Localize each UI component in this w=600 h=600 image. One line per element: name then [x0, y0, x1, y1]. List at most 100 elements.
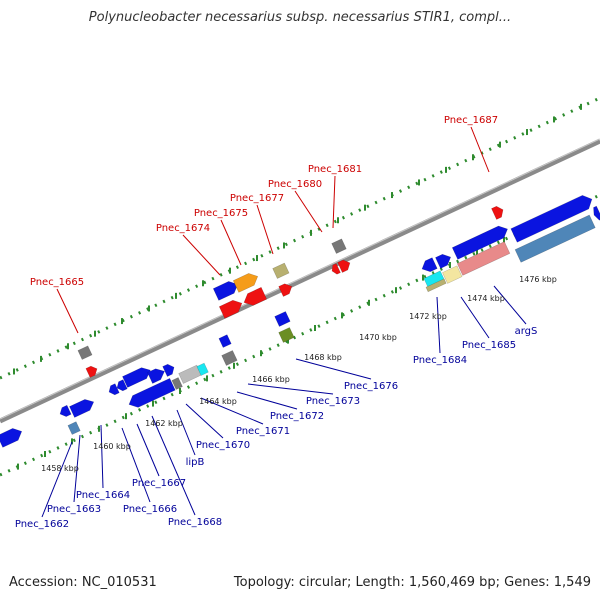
- kbp-tick-marks: [13, 103, 586, 470]
- gene-pnec-1675: [232, 273, 259, 293]
- gene-lipb-shape: [171, 377, 183, 390]
- leader-pnec-1684: [436, 296, 441, 354]
- scale-label-1464-kbp: 1464 kbp: [199, 397, 237, 406]
- label-pnec-1673: Pnec_1673: [306, 396, 360, 407]
- gene-pnec-1685-shape: [456, 241, 511, 276]
- gene-pnec-1680-shape: [331, 238, 347, 254]
- gene-pnec-1676: [278, 327, 295, 343]
- gene-pnec-1671: [196, 362, 209, 376]
- gene-pnec-1680-b: [278, 283, 293, 297]
- backbone-highlight: [0, 138, 600, 420]
- map-title: Polynucleobacter necessarius subsp. nece…: [88, 10, 512, 25]
- label-lipb: lipB: [186, 457, 205, 468]
- label-pnec-1662: Pnec_1662: [15, 519, 69, 530]
- leader-pnec-1663: [73, 434, 81, 503]
- genome-backbone: [0, 138, 600, 424]
- gene-pnec-1680: [331, 238, 347, 254]
- gene-pnec-1671-shape: [196, 362, 209, 376]
- gene-pnec-1667-shape: [147, 368, 165, 384]
- scale-label-1462-kbp: 1462 kbp: [145, 419, 183, 428]
- gene-pnec-1675-b: [218, 300, 243, 319]
- label-pnec-1668: Pnec_1668: [168, 517, 222, 528]
- gene-small-b-shape: [108, 383, 120, 396]
- label-pnec-1675: Pnec_1675: [194, 208, 248, 219]
- gene-pnec-1681: [337, 259, 351, 273]
- gene-pnec-1684-b: [425, 278, 447, 293]
- leader-pnec-1666: [121, 427, 151, 503]
- label-pnec-1670: Pnec_1670: [196, 440, 250, 451]
- gene-pnec-1663-shape: [67, 421, 81, 435]
- label-leader-lines: [41, 126, 527, 518]
- label-pnec-1671: Pnec_1671: [236, 426, 290, 437]
- gene-small-c: [116, 379, 128, 392]
- leader-pnec-1673: [247, 383, 334, 395]
- leader-pnec-1685: [460, 296, 490, 339]
- label-pnec-1666: Pnec_1666: [123, 504, 177, 515]
- label-pnec-1676: Pnec_1676: [344, 381, 398, 392]
- gene-pnec-1684-group: [451, 225, 508, 260]
- gene-right-edge: [593, 205, 600, 221]
- gene-small-c-shape: [116, 379, 128, 392]
- label-pnec-1664: Pnec_1664: [76, 490, 130, 501]
- gene-pnec-1665-shape: [77, 345, 93, 360]
- gene-pnec-1677: [272, 262, 290, 279]
- gene-small-e-shape: [435, 254, 452, 269]
- gene-pnec-1685-a: [442, 265, 463, 284]
- gene-pnec-1681-b-shape: [331, 263, 341, 275]
- label-pnec-1687: Pnec_1687: [444, 115, 498, 126]
- gene-pnec-1677-shape: [272, 262, 290, 279]
- gene-pnec-1677-b: [243, 286, 268, 306]
- gene-pnec-1676-a: [274, 311, 291, 327]
- gene-pnec-1672-shape: [218, 334, 232, 348]
- scale-label-1468-kbp: 1468 kbp: [304, 353, 342, 362]
- accession-text: Accession: NC_010531: [9, 575, 157, 590]
- label-pnec-1677: Pnec_1677: [230, 193, 284, 204]
- feature-labels: Pnec_1665 Pnec_1674 Pnec_1675 Pnec_1677 Pnec…: [15, 115, 557, 530]
- gene-lipb: [171, 377, 183, 390]
- gene-pnec-1685: [456, 241, 511, 276]
- gene-pnec-1668: [162, 363, 175, 377]
- leader-pnec-1687: [470, 126, 490, 173]
- scale-label-1466-kbp: 1466 kbp: [252, 375, 290, 384]
- gene-pnec-1673: [221, 350, 238, 366]
- leader-pnec-1674: [182, 234, 221, 276]
- gene-pnec-1663: [67, 421, 81, 435]
- leader-pnec-1680: [294, 190, 323, 233]
- gene-args: [514, 214, 596, 263]
- gene-pnec-1666-shape: [122, 367, 151, 388]
- gene-right-top-shape: [510, 195, 593, 243]
- gene-pnec-1680-b-shape: [278, 283, 293, 297]
- gene-pnec-1664-shape: [69, 399, 95, 418]
- gene-right-top: [510, 195, 593, 243]
- leader-lipb: [176, 409, 196, 456]
- gene-small-a-shape: [59, 404, 72, 417]
- leader-pnec-1676: [295, 358, 372, 380]
- gene-pnec-1664: [69, 399, 95, 418]
- gene-pnec-1665-b: [85, 365, 98, 378]
- gene-pnec-1684-group-shape: [451, 225, 508, 260]
- gene-pnec-1673-shape: [221, 350, 238, 366]
- gene-small-e: [435, 254, 452, 269]
- leader-pnec-1665: [56, 288, 79, 334]
- gene-features: [0, 195, 600, 448]
- gene-pnec-1675-b-shape: [218, 300, 243, 319]
- leader-pnec-1670: [185, 403, 224, 439]
- gene-pnec-1675-shape: [232, 273, 259, 293]
- leader-pnec-1677: [256, 204, 274, 255]
- gene-pnec-1687-shape: [491, 205, 504, 220]
- gene-pnec-1665: [77, 345, 93, 360]
- label-pnec-1674: Pnec_1674: [156, 223, 210, 234]
- label-pnec-1680: Pnec_1680: [268, 179, 322, 190]
- gene-lipb-block-shape: [128, 377, 176, 408]
- gene-pnec-1685-a-shape: [442, 265, 463, 284]
- gene-pnec-1667: [147, 368, 165, 384]
- leader-pnec-1662: [41, 441, 73, 518]
- label-pnec-1684: Pnec_1684: [413, 355, 467, 366]
- leader-args: [493, 285, 527, 325]
- backbone-line: [0, 138, 600, 424]
- gene-pnec-1687: [491, 205, 504, 220]
- gene-right-edge-shape: [593, 205, 600, 221]
- gene-pnec-1681-b: [331, 263, 341, 275]
- leader-pnec-1672: [236, 391, 298, 410]
